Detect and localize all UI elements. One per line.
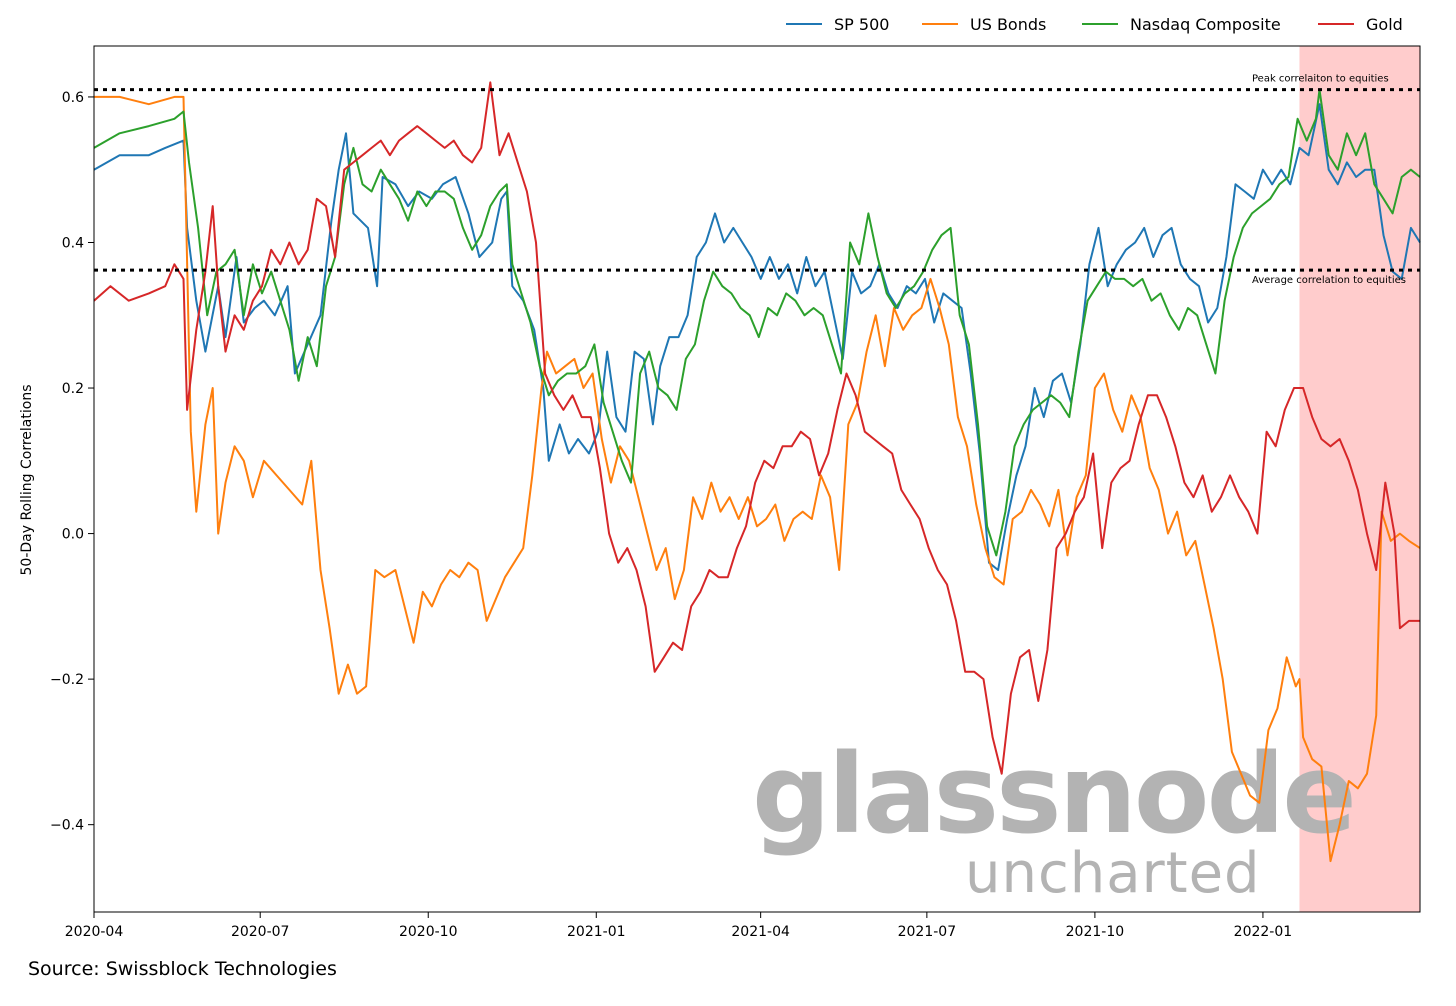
x-tick-label: 2020-10	[399, 924, 458, 940]
watermark-uncharted: uncharted	[965, 841, 1261, 906]
highlight-region	[1299, 46, 1420, 912]
reference-label-average: Average correlation to equities	[1252, 275, 1406, 286]
x-tick-label: 2021-10	[1066, 924, 1125, 940]
watermark: glassnode uncharted	[752, 730, 1357, 906]
y-tick-label: 0.2	[62, 381, 84, 397]
series-line-bonds	[94, 95, 1421, 863]
plot-frame	[93, 45, 1421, 913]
legend-label-gold: Gold	[1366, 15, 1403, 34]
legend-label-nasdaq: Nasdaq Composite	[1130, 15, 1281, 34]
series-line-sp500	[93, 103, 1421, 571]
series-layer	[93, 81, 1421, 863]
legend-label-bonds: US Bonds	[970, 15, 1046, 34]
source-caption: Source: Swissblock Technologies	[28, 958, 337, 980]
y-axis-label: 50-Day Rolling Correlations	[19, 385, 35, 576]
axes-layer: 0.6 0.4 0.2 0.0 −0.2 −0.4 2020-04 2020-07 2020-1…	[50, 90, 1292, 940]
x-tick-label: 2020-07	[231, 924, 290, 940]
watermark-glassnode: glassnode	[752, 730, 1354, 858]
x-tick-label: 2021-07	[898, 924, 957, 940]
x-tick-label: 2022-01	[1234, 924, 1293, 940]
y-tick-label: 0.0	[62, 527, 84, 543]
x-tick-label: 2020-04	[65, 924, 124, 940]
series-line-gold	[93, 81, 1420, 775]
x-tick-label: 2021-04	[731, 924, 790, 940]
x-tick-label: 2021-01	[567, 924, 626, 940]
y-tick-label: −0.2	[50, 672, 84, 688]
y-tick-label: 0.6	[62, 90, 84, 106]
reference-label-peak: Peak correlaiton to equities	[1252, 74, 1389, 85]
legend: SP 500 US Bonds Nasdaq Composite Gold	[786, 15, 1403, 34]
y-tick-label: −0.4	[50, 818, 84, 834]
reference-lines: Peak correlaiton to equities Average corr…	[94, 74, 1420, 286]
legend-label-sp500: SP 500	[834, 15, 889, 34]
series-line-nasdaq	[93, 88, 1421, 557]
highlight-layer	[1299, 46, 1420, 912]
y-tick-label: 0.4	[62, 235, 84, 251]
